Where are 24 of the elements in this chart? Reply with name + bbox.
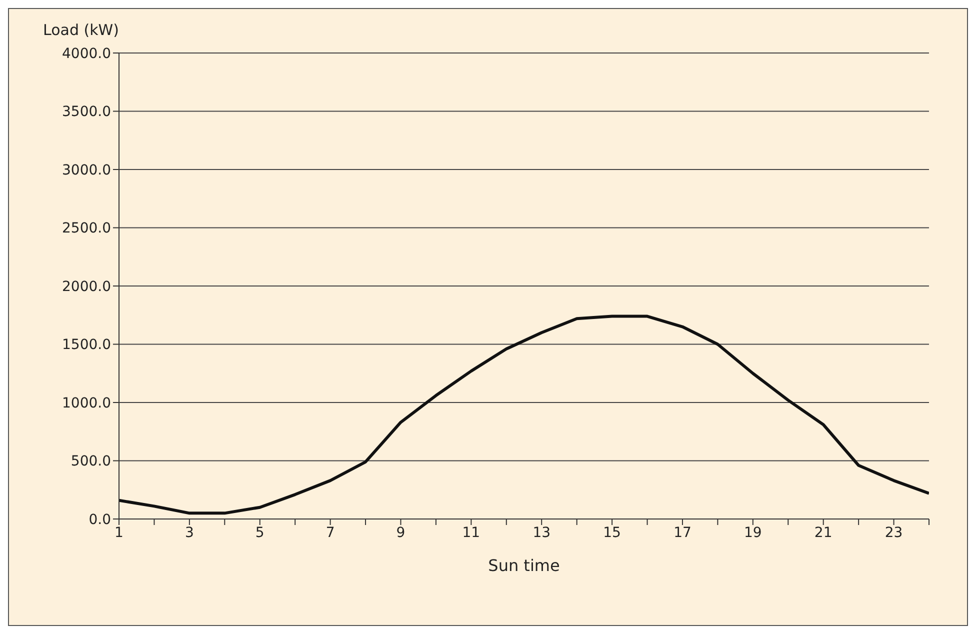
y-tick-label: 4000.0 [62, 46, 111, 62]
x-axis-title: Sun time [488, 556, 560, 575]
y-tick-label: 2000.0 [62, 278, 111, 295]
x-tick-label: 1 [114, 524, 124, 541]
y-tick-label: 1500.0 [62, 337, 111, 354]
x-tick-label: 9 [396, 524, 406, 541]
x-tick-label: 5 [255, 524, 264, 541]
x-tick-label: 23 [884, 524, 903, 541]
x-tick-label: 13 [532, 524, 551, 541]
x-tick-label: 17 [674, 524, 692, 541]
x-tick-label: 19 [744, 524, 762, 541]
y-tick-label: 0.0 [88, 512, 111, 528]
x-tick-label: 11 [462, 524, 480, 541]
x-tick-label: 7 [326, 524, 335, 541]
y-tick-label: 3000.0 [62, 162, 111, 178]
line-series [119, 314, 929, 515]
x-tick-label: 21 [814, 524, 832, 541]
y-tick-label: 3500.0 [62, 104, 111, 120]
y-tick-label: 1000.0 [62, 395, 111, 412]
x-tick-label: 3 [184, 524, 194, 541]
y-tick-label: 2500.0 [62, 220, 111, 237]
y-tick-label: 500.0 [70, 454, 111, 470]
x-tick-label: 15 [603, 524, 621, 541]
y-axis-title: Load (kW) [43, 21, 119, 39]
